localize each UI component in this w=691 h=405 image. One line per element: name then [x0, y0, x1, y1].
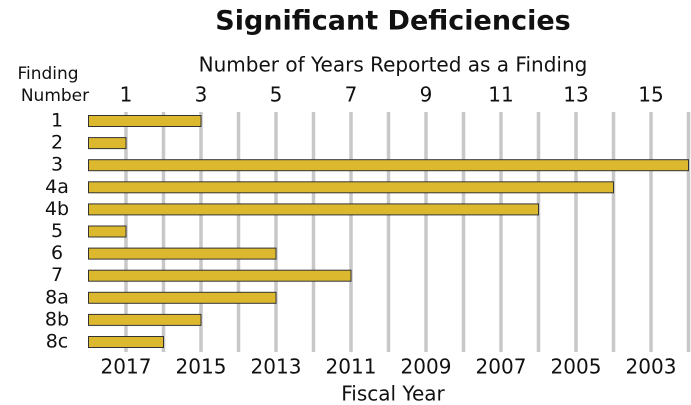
- category-label: 8a: [45, 286, 69, 308]
- x-tick-label-bottom: 2007: [476, 355, 527, 379]
- x-axis-title-top: Number of Years Reported as a Finding: [199, 53, 588, 77]
- category-label: 1: [51, 110, 63, 132]
- category-label: 8b: [45, 308, 69, 330]
- bar: [88, 225, 127, 238]
- x-tick-label-top: 9: [420, 83, 433, 107]
- x-tick-label-top: 5: [270, 83, 283, 107]
- category-label: 7: [51, 264, 63, 286]
- category-label: 4b: [45, 198, 69, 220]
- bar: [88, 115, 202, 127]
- category-label: 4a: [45, 176, 69, 198]
- category-label: 8c: [46, 331, 69, 353]
- category-header: Number: [21, 86, 89, 106]
- bar: [88, 291, 277, 304]
- category-label: 3: [51, 154, 63, 176]
- bar: [88, 159, 689, 172]
- x-tick-label-bottom: 2013: [251, 355, 302, 379]
- bar: [88, 269, 352, 282]
- category-header: Finding: [17, 64, 78, 84]
- x-tick-label-top: 3: [195, 83, 208, 107]
- x-tick-label-top: 7: [345, 83, 358, 107]
- x-tick-label-top: 13: [563, 83, 588, 107]
- bar: [88, 247, 277, 260]
- bar: [88, 336, 164, 348]
- bar: [88, 181, 614, 194]
- x-tick-label-top: 15: [638, 83, 663, 107]
- bar: [88, 137, 127, 150]
- category-label: 2: [51, 132, 63, 154]
- bar: [88, 313, 202, 326]
- x-tick-label-bottom: 2009: [401, 355, 452, 379]
- chart-title: Significant Deficiencies: [215, 6, 570, 37]
- category-label: 5: [51, 220, 63, 242]
- x-tick-label-bottom: 2017: [101, 355, 152, 379]
- x-tick-label-bottom: 2011: [326, 355, 377, 379]
- x-tick-label-bottom: 2003: [626, 355, 677, 379]
- bar: [88, 203, 539, 216]
- x-tick-label-top: 1: [120, 83, 133, 107]
- x-axis-title-bottom: Fiscal Year: [341, 382, 445, 405]
- category-label: 6: [51, 242, 63, 264]
- x-tick-label-bottom: 2005: [551, 355, 602, 379]
- x-tick-label-top: 11: [488, 83, 513, 107]
- x-tick-label-bottom: 2015: [176, 355, 227, 379]
